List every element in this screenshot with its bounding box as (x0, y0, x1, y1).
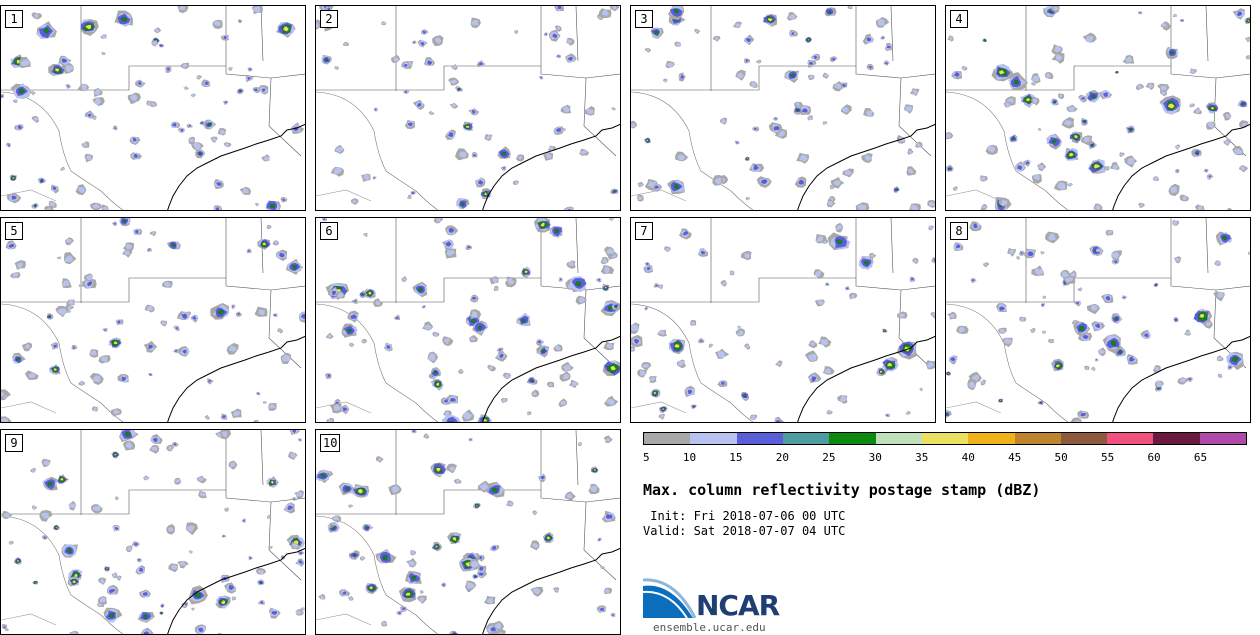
radar-map (1, 430, 305, 634)
radar-map (631, 218, 935, 422)
colorbar-segment-3 (782, 433, 830, 444)
coastline (167, 547, 305, 634)
stamp-panel-1: 1 (0, 5, 306, 211)
colorbar-segment-8 (1014, 433, 1061, 444)
init-time: Init: Fri 2018-07-06 00 UTC (643, 509, 846, 523)
colorbar-tick: 25 (822, 451, 836, 464)
colorbar-segment-4 (829, 433, 876, 444)
colorbar-tick: 20 (775, 451, 789, 464)
coastline (797, 123, 935, 210)
colorbar-tick: 45 (1008, 451, 1022, 464)
colorbar-tick: 55 (1100, 451, 1115, 464)
colorbar-tick: 65 (1193, 451, 1208, 464)
figure-title: Max. column reflectivity postage stamp (… (643, 481, 1041, 499)
ncar-logo-icon (643, 578, 697, 619)
ncar-logo-text: NCAR (696, 589, 780, 622)
stamp-panel-5: 5 (0, 217, 306, 423)
coastline (482, 335, 620, 422)
colorbar-tick-labels: 5 10 15 20 25 30 35 40 45 50 55 60 65 (643, 451, 1247, 465)
colorbar-segment-2 (736, 433, 783, 444)
colorbar-segment-1 (690, 433, 737, 444)
radar-map (1, 6, 305, 210)
panel-number: 9 (5, 434, 23, 452)
stamp-panel-7: 7 (630, 217, 936, 423)
panel-number: 10 (320, 434, 341, 452)
colorbar-tick: 40 (961, 451, 975, 464)
colorbar-tick: 60 (1147, 451, 1161, 464)
colorbar-tick: 15 (729, 451, 743, 464)
colorbar-segment-10 (1107, 433, 1154, 444)
radar-map (1, 218, 305, 422)
panel-number: 8 (950, 222, 968, 240)
coastline (1112, 123, 1250, 210)
logo-url: ensemble.ucar.edu (653, 621, 766, 634)
coastline (797, 335, 935, 422)
colorbar-tick: 10 (682, 451, 697, 464)
colorbar-segment-7 (968, 433, 1015, 444)
panel-number: 7 (635, 222, 653, 240)
valid-time: Valid: Sat 2018-07-07 04 UTC (643, 524, 846, 538)
stamp-panel-3: 3 (630, 5, 936, 211)
panel-number: 2 (320, 10, 338, 28)
coastline (482, 123, 620, 210)
coastline (482, 547, 620, 634)
stamp-panel-2: 2 (315, 5, 621, 211)
colorbar-segment-11 (1153, 433, 1200, 444)
radar-map (316, 430, 620, 634)
stamp-panel-4: 4 (945, 5, 1251, 211)
radar-map (946, 218, 1250, 422)
panel-number: 1 (5, 10, 23, 28)
colorbar-segment-6 (921, 433, 969, 444)
panel-number: 6 (320, 222, 338, 240)
panel-number: 4 (950, 10, 968, 28)
radar-map (316, 218, 620, 422)
stamp-panel-8: 8 (945, 217, 1251, 423)
radar-map (631, 6, 935, 210)
colorbar-segment-5 (875, 433, 922, 444)
radar-map (316, 6, 620, 210)
colorbar-tick: 30 (868, 451, 882, 464)
radar-map (946, 6, 1250, 210)
colorbar-tick: 50 (1054, 451, 1068, 464)
colorbar-segment-9 (1060, 433, 1108, 444)
coastline (167, 123, 305, 210)
stamp-panel-9: 9 (0, 429, 306, 635)
colorbar-tick: 35 (915, 451, 929, 464)
colorbar-segment-12 (1199, 433, 1247, 444)
reflectivity-colorbar (643, 432, 1247, 445)
colorbar-segment-0 (644, 433, 691, 444)
coastline (167, 335, 305, 422)
colorbar-tick: 5 (643, 451, 650, 464)
panel-number: 5 (5, 222, 23, 240)
panel-number: 3 (635, 10, 653, 28)
stamp-panel-10: 10 (315, 429, 621, 635)
stamp-panel-6: 6 (315, 217, 621, 423)
coastline (1112, 335, 1250, 422)
